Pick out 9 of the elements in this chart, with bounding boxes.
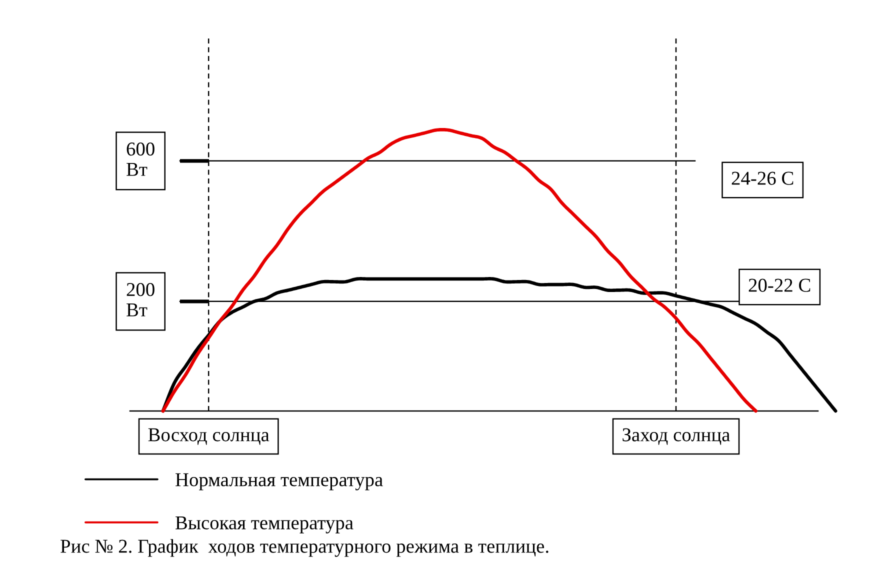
text: Рис № 2. График ходов температурного режима в теплице. — [60, 539, 548, 557]
x-tick-label: Восход солнца — [148, 428, 270, 445]
legend-label: Высокая температура — [176, 516, 354, 534]
ref-line-label: 200 Вт — [126, 282, 154, 316]
x-tick-label: Заход солнца — [622, 428, 730, 445]
annotation: 24-26 С — [732, 172, 794, 185]
annotation: 20-22 С — [748, 278, 810, 292]
legend-label: Нормальная температура — [176, 473, 383, 490]
ref-line-label: 600 Вт — [126, 142, 154, 176]
